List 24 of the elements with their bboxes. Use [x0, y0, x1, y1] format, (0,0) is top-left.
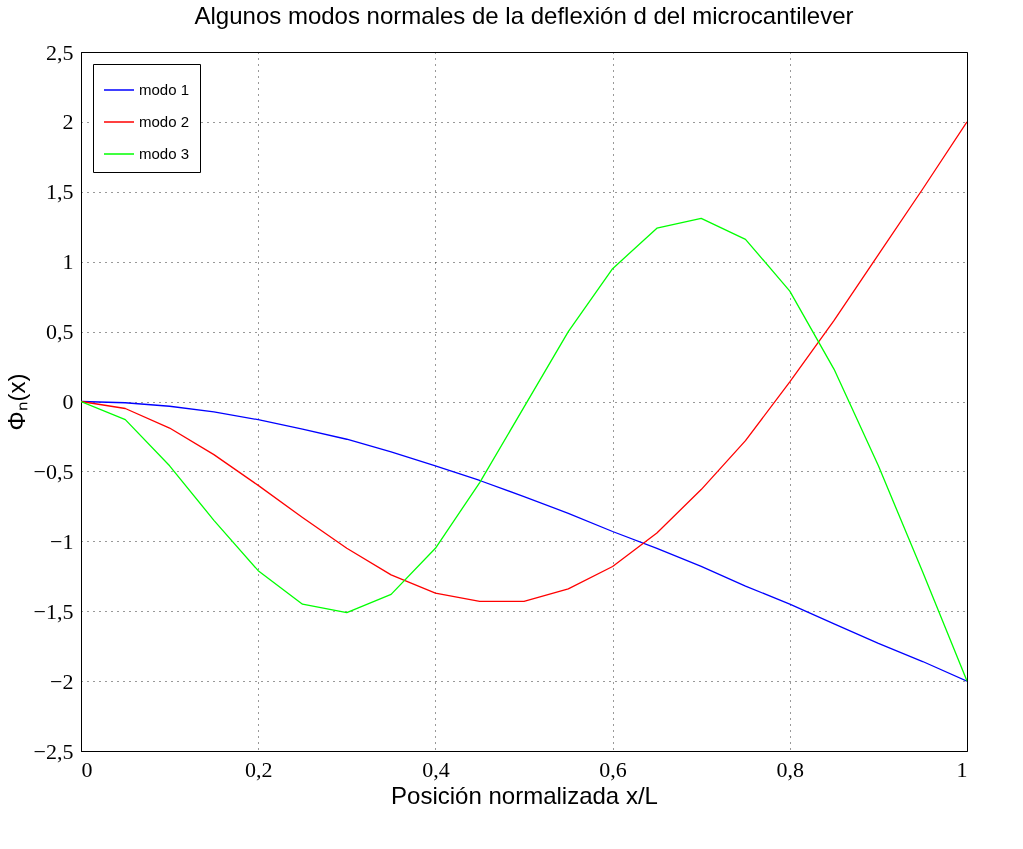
y-tick-label: −2,5: [33, 738, 74, 764]
x-tick-label: 0: [81, 756, 93, 782]
x-axis-title: Posición normalizada x/L: [391, 781, 658, 809]
y-tick-label: −2: [50, 668, 74, 694]
y-tick-label: −0,5: [33, 458, 74, 484]
y-tick-label: −1: [50, 528, 74, 554]
x-tick-label: 1: [956, 756, 968, 782]
x-tick-label: 0,6: [599, 756, 627, 782]
y-tick-label: 1: [62, 249, 74, 275]
y-tick-label: −1,5: [33, 598, 74, 624]
y-tick-label: 1,5: [46, 179, 74, 205]
legend-label: modo 1: [139, 81, 190, 98]
y-axis-title: Φₙ(x): [2, 373, 30, 431]
y-tick-label: 0: [62, 389, 74, 414]
x-tick-label: 0,2: [244, 756, 273, 782]
legend-label: modo 3: [139, 145, 190, 162]
y-tick-label: 2,5: [46, 39, 74, 65]
y-tick-label: 2: [62, 109, 74, 135]
line-series: [81, 217, 967, 682]
chart-title: Algunos modos normales de la deflexión d del microcantilever: [194, 2, 854, 29]
legend-label: modo 2: [139, 113, 190, 130]
x-tick-label: 0,8: [776, 756, 805, 782]
y-tick-label: 0,5: [46, 319, 74, 345]
x-tick-label: 0,4: [422, 756, 450, 782]
